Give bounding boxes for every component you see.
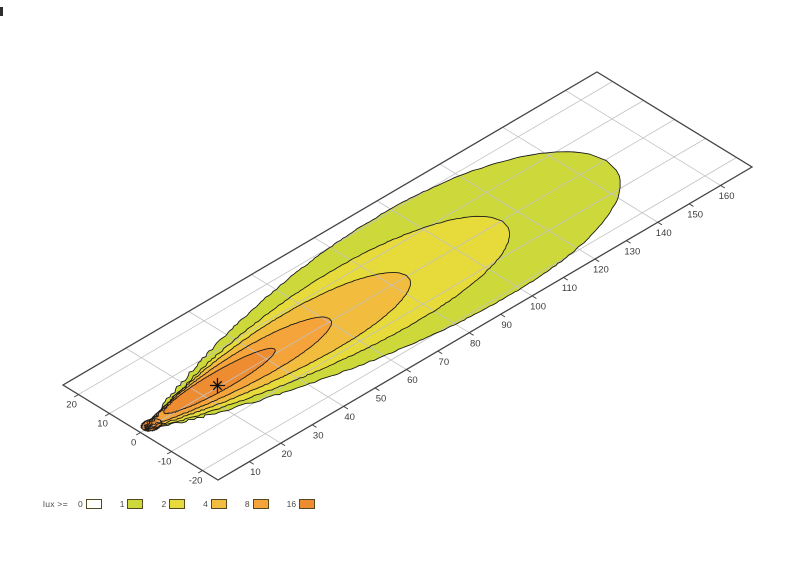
screen-edge-artifact — [0, 7, 3, 16]
legend-items: 0 1 2 4 8 16 — [78, 499, 333, 509]
lateral-tick-label: 20 — [66, 400, 77, 411]
legend-item-lux-2: 2 — [161, 499, 186, 509]
distance-tick-label: 90 — [501, 320, 512, 331]
gridline-cross — [125, 347, 282, 444]
distance-tick — [657, 221, 663, 226]
legend-value: 4 — [203, 499, 208, 509]
distance-tick — [500, 313, 506, 318]
lateral-tick — [73, 394, 79, 398]
legend-swatch — [252, 499, 269, 509]
lateral-tick — [197, 470, 203, 474]
distance-tick-label: 160 — [719, 191, 735, 202]
gridline-cross — [439, 163, 596, 260]
legend-swatch — [210, 499, 227, 509]
distance-tick-label: 70 — [439, 357, 450, 368]
legend-swatch — [127, 499, 144, 509]
axis-ticks: 1020304050607080901001101201301401501602… — [66, 185, 735, 487]
distance-tick-label: 20 — [282, 449, 293, 460]
distance-tick — [437, 350, 443, 355]
legend-value: 16 — [286, 499, 297, 509]
distance-tick — [469, 332, 474, 336]
gridline-longitudinal — [140, 119, 675, 433]
distance-tick-label: 120 — [593, 265, 609, 276]
distance-tick-label: 80 — [470, 338, 481, 349]
legend-item-lux-0: 0 — [78, 499, 102, 509]
lateral-tick-label: -10 — [158, 457, 172, 468]
distance-tick — [531, 295, 537, 299]
gridline-longitudinal — [78, 81, 613, 395]
max-intensity-marker — [209, 377, 226, 394]
legend-swatch — [169, 499, 186, 509]
legend-swatch — [85, 499, 102, 509]
distance-tick-label: 40 — [344, 412, 355, 423]
distance-tick-label: 60 — [407, 375, 418, 386]
lateral-tick — [104, 413, 110, 417]
gridline-cross — [188, 311, 344, 407]
gridline-cross — [565, 90, 721, 186]
gridline-longitudinal — [171, 138, 706, 452]
distance-tick — [688, 203, 694, 207]
lateral-tick-label: 0 — [131, 438, 136, 449]
contour-line-lux-16 — [163, 347, 276, 415]
distance-tick-label: 140 — [656, 228, 672, 239]
distance-tick-label: 100 — [530, 302, 546, 313]
gridline-cross — [502, 126, 658, 223]
marker-spoke — [212, 380, 223, 391]
lateral-tick-label: -20 — [189, 476, 203, 487]
contour-line-lux-2 — [144, 215, 511, 432]
gridlines — [78, 81, 737, 471]
lateral-tick — [166, 451, 172, 455]
legend-item-lux-4: 4 — [203, 499, 227, 509]
distance-tick-label: 10 — [250, 467, 261, 478]
legend-item-lux-1: 1 — [120, 499, 144, 509]
contour-line-lux-4 — [143, 272, 411, 429]
contour-line-lux-8 — [143, 316, 332, 428]
contour-outlines — [139, 151, 621, 433]
distance-tick — [406, 369, 411, 373]
contour-line-lux-1 — [142, 151, 621, 431]
gridline-cross — [314, 237, 470, 334]
lux-legend: lux >= 0 1 2 4 8 16 — [43, 499, 333, 509]
gridline-longitudinal — [202, 157, 737, 471]
legend-item-lux-8: 8 — [245, 499, 269, 509]
distance-tick-label: 30 — [313, 430, 324, 441]
legend-label: lux >= — [43, 499, 68, 509]
distance-tick-label: 50 — [376, 394, 387, 405]
distance-tick — [312, 424, 317, 428]
distance-tick-label: 150 — [687, 209, 703, 220]
distance-tick-label: 130 — [624, 246, 640, 257]
distance-tick — [626, 240, 631, 244]
legend-value: 0 — [77, 499, 83, 509]
distance-tick — [720, 185, 726, 189]
gridline-cross — [251, 274, 407, 370]
distance-tick — [374, 387, 380, 391]
gridline-longitudinal — [109, 100, 644, 414]
contour-line-lux-16 — [139, 418, 163, 433]
distance-tick — [343, 405, 349, 410]
lateral-tick — [135, 432, 141, 436]
lateral-tick-label: 10 — [97, 419, 108, 430]
distance-tick — [249, 461, 254, 465]
distance-tick — [594, 258, 600, 263]
legend-value: 8 — [244, 499, 250, 509]
legend-value: 1 — [119, 499, 125, 509]
legend-swatch — [299, 499, 316, 509]
distance-tick — [280, 442, 286, 447]
legend-item-lux-16: 16 — [286, 499, 316, 509]
contour-fill-lux-16 — [163, 348, 276, 414]
distance-tick-label: 110 — [562, 283, 577, 294]
road-strip-border — [61, 71, 754, 481]
gridline-cross — [376, 200, 533, 297]
distance-tick — [563, 277, 569, 281]
legend-value: 2 — [161, 499, 167, 509]
